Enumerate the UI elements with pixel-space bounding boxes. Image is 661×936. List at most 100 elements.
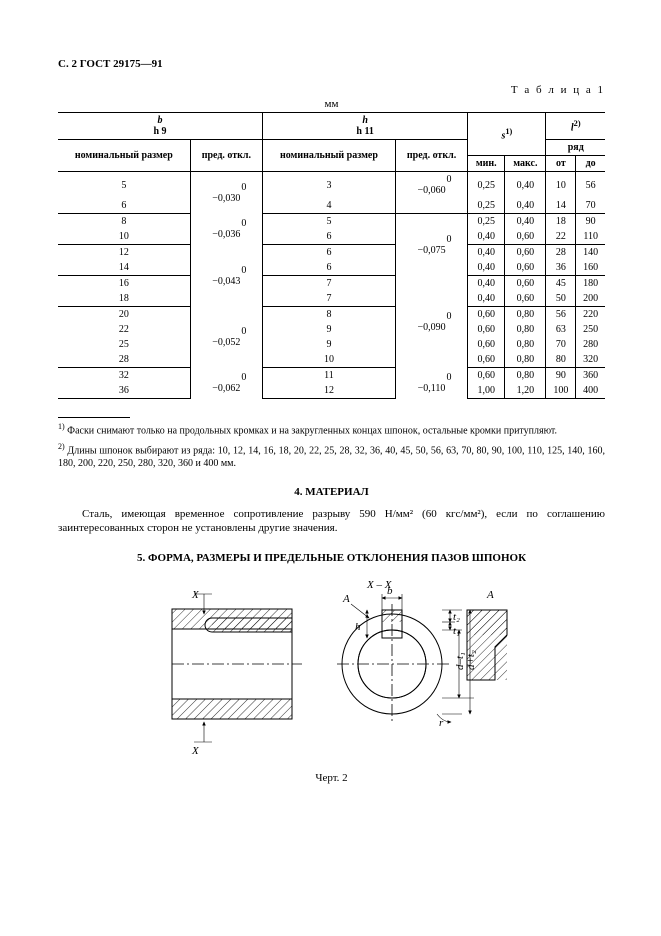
cell-smax: 0,80: [505, 322, 546, 337]
cell-b-nom: 5: [58, 172, 190, 199]
cell-smax: 0,80: [505, 368, 546, 384]
cell-smax: 0,40: [505, 214, 546, 230]
cell-smax: 0,60: [505, 276, 546, 292]
table-row: 1460,400,6036160: [58, 260, 605, 276]
cell-from: 36: [546, 260, 576, 276]
cell-h-nom: 9: [263, 322, 396, 337]
table-head: b h 9 h h 11 s1) l2) номинальный размер …: [58, 113, 605, 172]
cell-smin: 0,60: [468, 322, 505, 337]
col-h-nom: номинальный размер: [263, 140, 396, 172]
table-row: 200−0,05280,600,8056220: [58, 307, 605, 323]
sym-h: h: [362, 115, 368, 126]
detail-A: A: [467, 589, 507, 680]
label-t2: t₂: [453, 611, 460, 623]
cell-smin: 0,40: [468, 276, 505, 292]
table-row: 320−0,062110−0,1100,600,8090360: [58, 368, 605, 384]
cell-to: 220: [576, 307, 605, 323]
col-b-nom: номинальный размер: [58, 140, 190, 172]
cell-b-nom: 20: [58, 307, 190, 323]
col-from: от: [546, 156, 576, 172]
cell-to: 280: [576, 337, 605, 352]
cell-h-nom: 7: [263, 276, 396, 292]
cell-h-nom: 6: [263, 229, 396, 245]
dimensions-table: b h 9 h h 11 s1) l2) номинальный размер …: [58, 112, 605, 399]
cell-smin: 0,25: [468, 214, 505, 230]
cell-b-dev: 0−0,036: [190, 214, 262, 245]
cell-b-dev: 0−0,052: [190, 307, 262, 368]
sym-b: b: [158, 115, 163, 126]
footnote2-text: Длины шпонок выбирают из ряда: 10, 12, 1…: [58, 445, 605, 469]
cell-b-nom: 22: [58, 322, 190, 337]
cell-b-dev: 0−0,062: [190, 368, 262, 399]
cell-from: 56: [546, 307, 576, 323]
col-max: макс.: [505, 156, 546, 172]
footnote1-text: Фаски снимают только на продольных кромк…: [67, 425, 557, 436]
cell-smin: 0,60: [468, 368, 505, 384]
cell-smax: 0,40: [505, 172, 546, 199]
tol-h: h 11: [356, 126, 374, 137]
cell-smin: 0,25: [468, 198, 505, 214]
cell-from: 90: [546, 368, 576, 384]
cell-to: 110: [576, 229, 605, 245]
cell-smax: 0,80: [505, 337, 546, 352]
table-row: 28100,600,8080320: [58, 352, 605, 368]
cell-to: 400: [576, 383, 605, 399]
footnote2-marker: 2): [58, 442, 65, 451]
col-row: ряд: [546, 140, 605, 156]
cell-h-nom: 12: [263, 383, 396, 399]
col-s: s1): [468, 113, 546, 156]
footnote-2: 2) Длины шпонок выбирают из ряда: 10, 12…: [58, 442, 605, 470]
section-4-title: 4. МАТЕРИАЛ: [58, 486, 605, 498]
cell-to: 70: [576, 198, 605, 214]
cell-to: 200: [576, 291, 605, 307]
table-row: 22 9 0,600,8063250: [58, 322, 605, 337]
table-row: 50−0,03030−0,0600,250,401056: [58, 172, 605, 199]
cell-b-nom: 6: [58, 198, 190, 214]
sup-s: 1): [505, 127, 512, 136]
cell-smax: 0,60: [505, 291, 546, 307]
cell-b-nom: 14: [58, 260, 190, 276]
cell-to: 320: [576, 352, 605, 368]
cell-h-nom: 11: [263, 368, 396, 384]
cell-from: 63: [546, 322, 576, 337]
cell-to: 250: [576, 322, 605, 337]
cell-to: 90: [576, 214, 605, 230]
table-body: 50−0,03030−0,0600,250,401056640,250,4014…: [58, 172, 605, 399]
cell-b-nom: 28: [58, 352, 190, 368]
cell-from: 18: [546, 214, 576, 230]
col-h-dev: пред. откл.: [395, 140, 467, 172]
cell-to: 140: [576, 245, 605, 261]
cell-from: 22: [546, 229, 576, 245]
table-row: 36121,001,20100400: [58, 383, 605, 399]
col-b-dev: пред. откл.: [190, 140, 262, 172]
footnote1-marker: 1): [58, 422, 65, 431]
cell-smax: 0,80: [505, 307, 546, 323]
tol-b: h 9: [154, 126, 167, 137]
cell-h-nom: 6: [263, 260, 396, 276]
cell-smin: 1,00: [468, 383, 505, 399]
cell-smax: 0,60: [505, 245, 546, 261]
cell-smax: 0,40: [505, 198, 546, 214]
figure-wrap: X X X – X A: [58, 574, 605, 764]
cell-b-dev: 0−0,043: [190, 245, 262, 307]
col-l: l2): [546, 113, 605, 140]
cell-from: 45: [546, 276, 576, 292]
col-h: h h 11: [263, 113, 468, 140]
col-b: b h 9: [58, 113, 263, 140]
cell-from: 14: [546, 198, 576, 214]
cell-h-nom: 5: [263, 214, 396, 230]
label-h: h: [355, 621, 361, 633]
cell-from: 50: [546, 291, 576, 307]
cell-to: 160: [576, 260, 605, 276]
figure-caption: Черт. 2: [58, 772, 605, 784]
left-section: X X: [172, 589, 302, 757]
cell-b-dev: 0−0,030: [190, 172, 262, 214]
cell-smin: 0,40: [468, 229, 505, 245]
cell-smin: 0,60: [468, 307, 505, 323]
cell-to: 56: [576, 172, 605, 199]
cell-b-nom: 32: [58, 368, 190, 384]
page-header: С. 2 ГОСТ 29175—91: [58, 58, 605, 70]
figure-drawing: X X X – X A: [152, 574, 512, 764]
label-X-bot: X: [191, 745, 200, 757]
table-row: 80−0,03650−0,0750,250,401890: [58, 214, 605, 230]
